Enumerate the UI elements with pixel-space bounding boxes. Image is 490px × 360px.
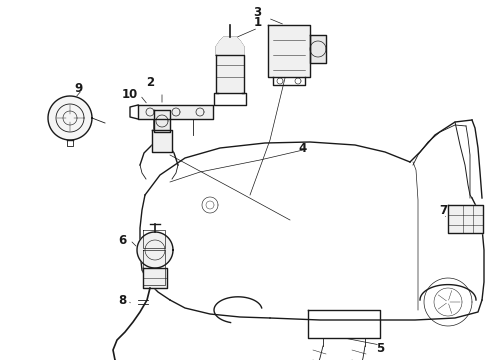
Text: 1: 1 [254,15,262,28]
Polygon shape [154,110,170,132]
Polygon shape [137,232,173,268]
Polygon shape [216,55,244,93]
Polygon shape [48,96,92,140]
Text: 4: 4 [299,141,307,154]
Text: 7: 7 [439,203,447,216]
Text: 3: 3 [253,5,261,18]
Text: 2: 2 [146,76,154,89]
Text: 5: 5 [376,342,384,355]
Polygon shape [448,205,483,233]
Polygon shape [152,130,172,152]
Polygon shape [310,35,326,63]
Polygon shape [143,268,167,288]
Text: 6: 6 [118,234,126,247]
Polygon shape [268,25,310,77]
Polygon shape [216,37,244,55]
Text: 10: 10 [122,89,138,102]
Polygon shape [138,105,213,119]
Text: 8: 8 [118,293,126,306]
Text: 9: 9 [74,81,82,94]
